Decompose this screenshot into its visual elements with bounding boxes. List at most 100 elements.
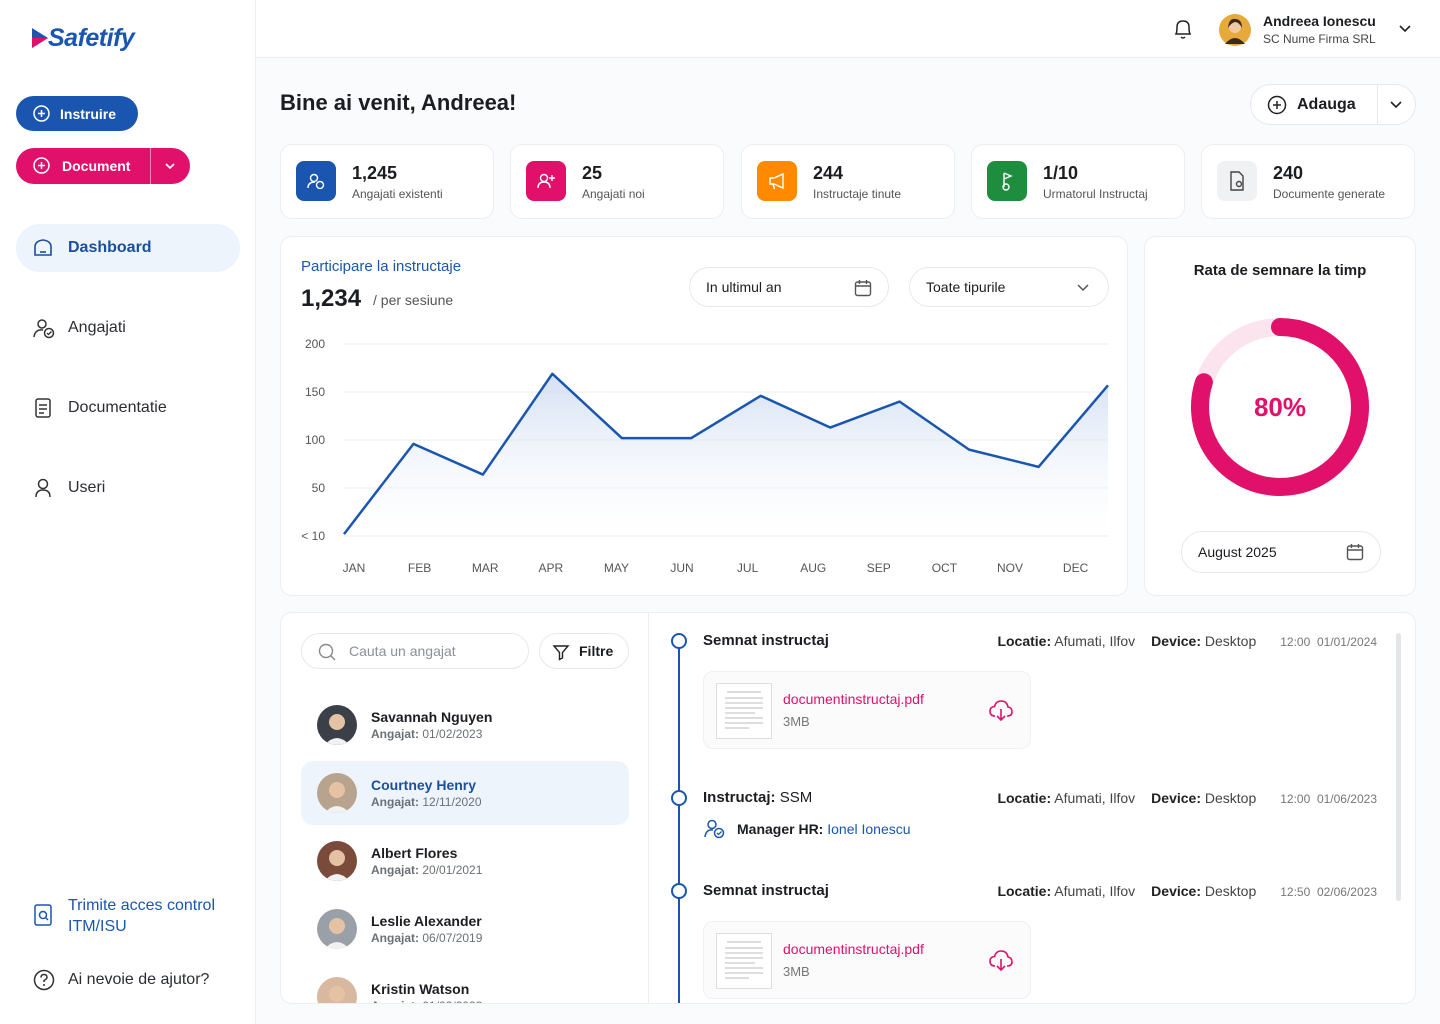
employee-row[interactable]: Albert Flores Angajat: 20/01/2021 bbox=[301, 829, 629, 893]
employee-row[interactable]: Leslie Alexander Angajat: 06/07/2019 bbox=[301, 897, 629, 961]
location-label: Locatie: bbox=[997, 790, 1052, 806]
location: Locatie: Afumati, Ilfov bbox=[997, 790, 1135, 806]
user-name: Andreea Ionescu bbox=[1263, 13, 1376, 29]
y-tick-label: < 10 bbox=[301, 529, 325, 543]
user-menu-chevron[interactable] bbox=[1398, 23, 1412, 35]
date-value: 01/02/2023 bbox=[422, 727, 483, 741]
line-chart: < 10 50 100 150 200 JAN FEB MAR APR MAY JUN JUL AUG S… bbox=[301, 337, 1109, 575]
search-icon bbox=[318, 643, 336, 661]
x-tick-label: DEC bbox=[1063, 561, 1089, 575]
logo-icon bbox=[32, 28, 48, 48]
employee-row[interactable]: Courtney Henry Angajat: 12/11/2020 bbox=[301, 761, 629, 825]
timeline-dot bbox=[671, 883, 687, 899]
employee-search[interactable]: Cauta un angajat bbox=[301, 633, 529, 669]
itm-access-link[interactable]: Trimite acces control ITM/ISU bbox=[68, 897, 215, 935]
time: 12:00 bbox=[1280, 635, 1311, 649]
stat-icon bbox=[987, 161, 1027, 201]
location-value: Afumati, Ilfov bbox=[1054, 790, 1136, 806]
cloud-download bbox=[989, 950, 1013, 972]
stat-card: 1,245 Angajati existenti bbox=[280, 144, 494, 219]
nav-angajati[interactable]: Angajati bbox=[16, 304, 240, 352]
search-doc-icon bbox=[34, 904, 52, 926]
bell-icon[interactable] bbox=[1172, 17, 1194, 41]
line bbox=[343, 372, 1109, 535]
event-title: Instructaj: SSM bbox=[703, 789, 812, 806]
device-label: Device: bbox=[1151, 790, 1201, 806]
avatar-face bbox=[324, 918, 350, 949]
date-value: 20/01/2021 bbox=[422, 863, 483, 877]
stat-icon bbox=[1217, 161, 1257, 201]
type-filter[interactable]: Toate tipurile bbox=[909, 267, 1109, 307]
file-name: documentinstructaj.pdf bbox=[783, 691, 924, 707]
employee-avatar bbox=[317, 773, 357, 813]
label: Document bbox=[62, 158, 131, 174]
date-label: Angajat: bbox=[371, 999, 419, 1003]
stat-card: 1/10 Urmatorul Instructaj bbox=[971, 144, 1185, 219]
avatar-face bbox=[324, 782, 350, 813]
label: Instruire bbox=[60, 105, 117, 122]
label: Documentatie bbox=[68, 399, 167, 416]
timeline-line bbox=[678, 641, 680, 1003]
document-button[interactable]: Document bbox=[16, 148, 190, 184]
chevron[interactable] bbox=[164, 160, 176, 172]
icon bbox=[769, 172, 784, 190]
x-tick-label: JUN bbox=[670, 561, 693, 575]
user-avatar bbox=[1219, 14, 1251, 46]
chart-title: Participare la instructaje bbox=[301, 258, 462, 275]
x-tick-label: APR bbox=[538, 561, 563, 575]
nav-documentatie[interactable]: Documentatie bbox=[16, 384, 240, 432]
y-tick-label: 100 bbox=[305, 433, 325, 447]
location-value: Afumati, Ilfov bbox=[1054, 883, 1136, 899]
nav-dashboard[interactable]: Dashboard bbox=[16, 224, 240, 272]
divider bbox=[648, 613, 649, 1003]
file-attachment[interactable]: documentinstructaj.pdf 3MB bbox=[703, 671, 1031, 749]
event-meta: Locatie: Afumati, Ilfov Device: Desktop 12… bbox=[997, 633, 1377, 649]
employee-row[interactable]: Kristin Watson Angajat: 01/02/2023 bbox=[301, 965, 629, 1003]
employee-name: Savannah Nguyen bbox=[371, 709, 493, 725]
help-link[interactable]: Ai nevoie de ajutor? bbox=[68, 971, 210, 988]
x-tick-label: OCT bbox=[932, 561, 958, 575]
date-label: Angajat: bbox=[371, 931, 419, 945]
stat-value: 244 bbox=[813, 163, 844, 183]
employee-avatar bbox=[317, 909, 357, 949]
doc-icon bbox=[35, 398, 51, 418]
download-icon[interactable] bbox=[988, 699, 1014, 728]
instruire-button[interactable]: Instruire bbox=[16, 96, 138, 131]
stat-value: 1,245 bbox=[352, 163, 398, 183]
manager-name[interactable]: Ionel Ionescu bbox=[827, 821, 911, 837]
divider bbox=[1377, 85, 1378, 124]
add-button[interactable]: Adauga bbox=[1250, 84, 1416, 125]
donut-arc bbox=[1191, 318, 1369, 496]
x-tick-label: JUL bbox=[737, 561, 759, 575]
event-title-value: SSM bbox=[779, 789, 813, 806]
manager-label: Manager HR: bbox=[737, 821, 824, 837]
scrollbar[interactable] bbox=[1396, 633, 1401, 901]
period-filter[interactable]: In ultimul an bbox=[689, 267, 889, 307]
month-filter[interactable]: August 2025 bbox=[1181, 531, 1381, 573]
manager-icon bbox=[703, 818, 727, 843]
manager-line: Manager HR: Ionel Ionescu bbox=[703, 819, 911, 839]
chevron[interactable] bbox=[1389, 99, 1403, 111]
employee-avatar bbox=[317, 705, 357, 745]
user-check-icon bbox=[704, 819, 725, 839]
download-icon[interactable] bbox=[988, 949, 1014, 978]
file-thumbnail bbox=[716, 683, 772, 739]
nav-useri[interactable]: Useri bbox=[16, 464, 240, 512]
date: 01/01/2024 bbox=[1316, 635, 1377, 649]
stat-value: 25 bbox=[582, 163, 603, 183]
filter-button[interactable]: Filtre bbox=[539, 633, 629, 669]
label: August 2025 bbox=[1198, 544, 1277, 560]
event-title: Semnat instructaj bbox=[703, 632, 829, 649]
stat-label: Documente generate bbox=[1273, 187, 1386, 201]
file-attachment[interactable]: documentinstructaj.pdf 3MB bbox=[703, 921, 1031, 999]
calendar-icon bbox=[1346, 544, 1364, 561]
device-label: Device: bbox=[1151, 633, 1201, 649]
user-company: SC Nume Firma SRL bbox=[1263, 32, 1376, 46]
thumb-lines bbox=[725, 941, 763, 979]
employee-row[interactable]: Savannah Nguyen Angajat: 01/02/2023 bbox=[301, 693, 629, 757]
event-title: Semnat instructaj bbox=[703, 882, 829, 899]
label: Angajati bbox=[68, 319, 126, 336]
label: Filtre bbox=[579, 643, 614, 659]
employee-date: Angajat: 01/02/2023 bbox=[371, 999, 482, 1003]
